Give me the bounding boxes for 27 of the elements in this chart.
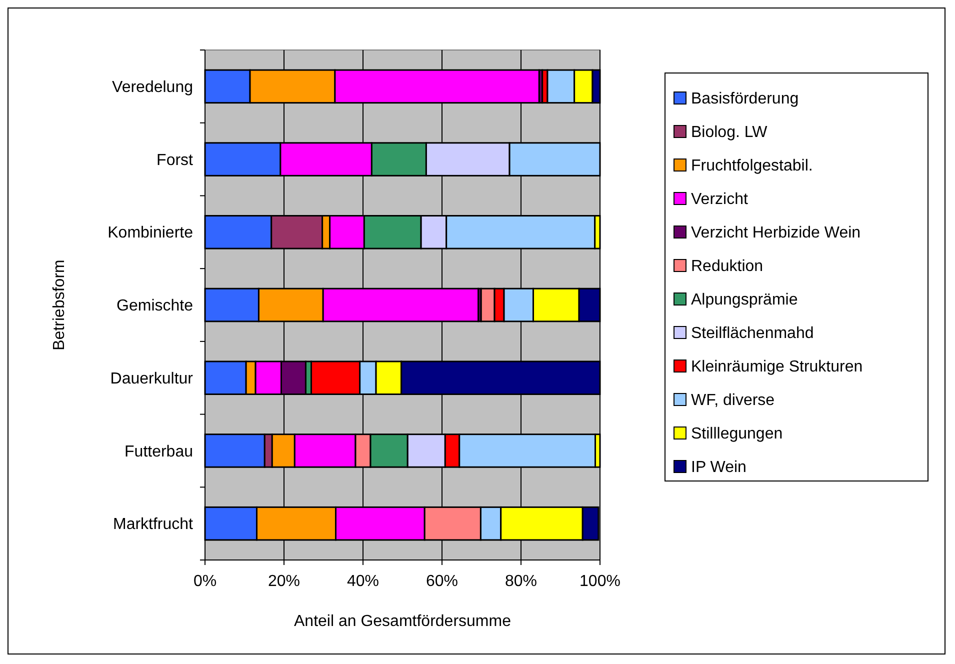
y-tick-label: Gemischte bbox=[116, 298, 194, 315]
y-tick-label: Forst bbox=[156, 152, 194, 169]
y-tick-label: Futterbau bbox=[124, 443, 193, 460]
y-tick-label: Dauerkultur bbox=[110, 370, 194, 388]
legend-label: Alpungsprämie bbox=[691, 292, 798, 309]
legend-label: Verzicht Herbizide Wein bbox=[691, 224, 861, 242]
legend-label: Fruchtfolgestabil. bbox=[691, 158, 813, 175]
x-axis-title: Anteil an Gesamtfördersumme bbox=[294, 613, 512, 630]
x-tick-label: 60% bbox=[426, 573, 458, 590]
x-tick-label: 100% bbox=[580, 573, 620, 590]
x-tick-label: 20% bbox=[268, 573, 300, 590]
legend-label: Kleinräumige Strukturen bbox=[691, 358, 863, 376]
legend-label: Steilflächenmahd bbox=[691, 325, 814, 342]
y-axis-title: Betriebsform bbox=[51, 260, 68, 350]
legend-label: IP Wein bbox=[691, 459, 746, 476]
y-tick-label: Veredelung bbox=[112, 79, 193, 96]
x-tick-label: 80% bbox=[504, 573, 538, 590]
x-tick-label: 40% bbox=[346, 573, 380, 590]
legend-label: Basisförderung bbox=[691, 90, 799, 108]
y-tick-label: Marktfrucht bbox=[112, 516, 194, 534]
legend-label: Stilllegungen bbox=[691, 426, 783, 443]
y-tick-label: Kombinierte bbox=[108, 224, 194, 242]
x-tick-label: 0% bbox=[193, 573, 217, 590]
legend-label: Reduktion bbox=[691, 258, 764, 276]
legend-label: Verzicht bbox=[691, 191, 748, 208]
legend-label: WF, diverse bbox=[691, 392, 775, 410]
legend-label: Biolog. LW bbox=[691, 124, 768, 142]
